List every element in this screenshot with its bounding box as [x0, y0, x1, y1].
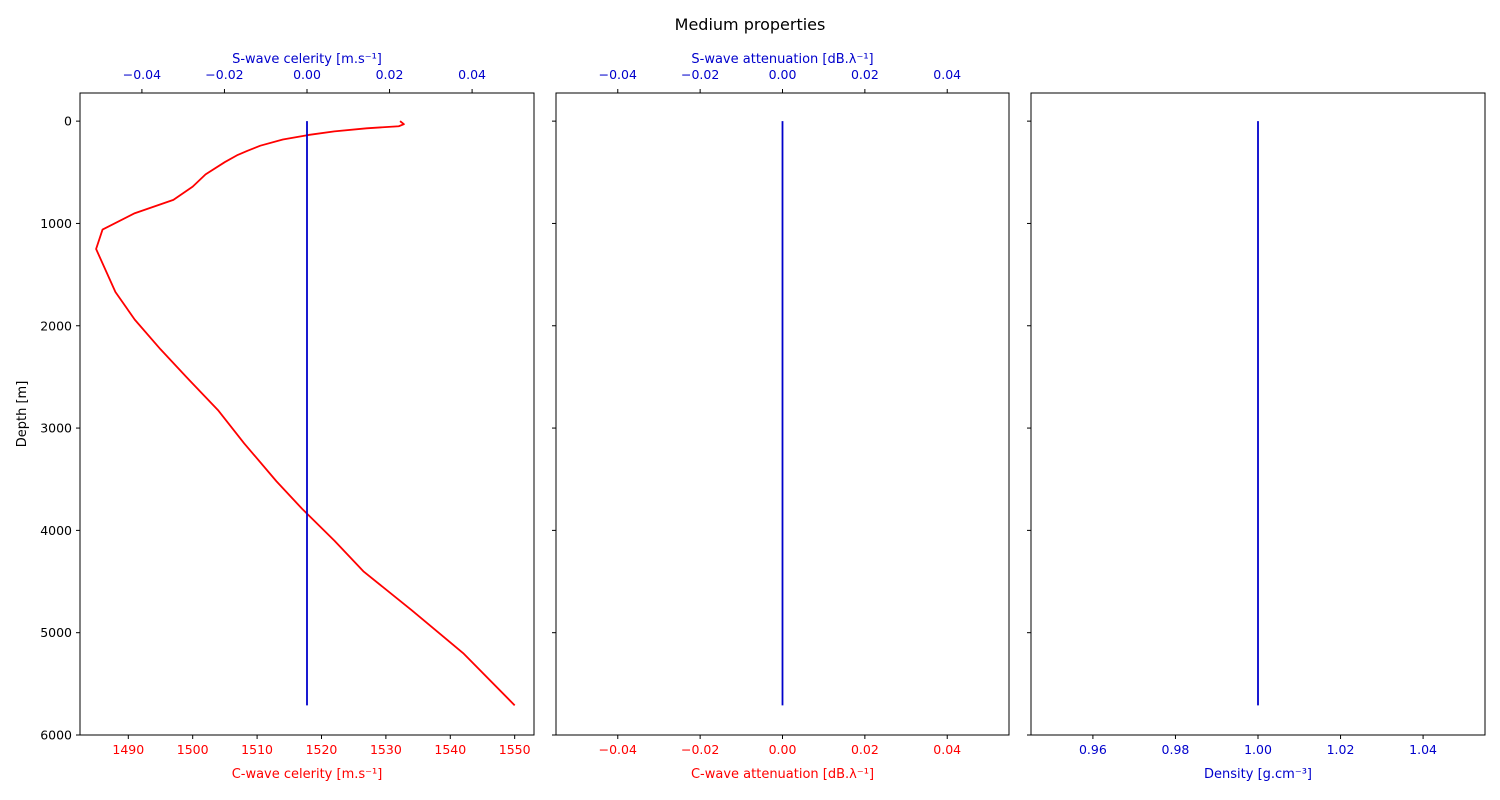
- x-bottom-tick-label: 1520: [306, 742, 338, 757]
- x-top-axis-label: S-wave attenuation [dB.λ⁻¹]: [691, 52, 873, 67]
- x-bottom-tick-label: 0.02: [851, 742, 879, 757]
- x-top-axis-label: S-wave celerity [m.s⁻¹]: [232, 52, 382, 67]
- x-top-tick-label: −0.04: [123, 67, 161, 82]
- x-bottom-tick-label: 0.04: [933, 742, 961, 757]
- x-bottom-tick-label: 1.04: [1409, 742, 1437, 757]
- y-axis-label: Depth [m]: [15, 381, 30, 448]
- y-tick-label: 3000: [40, 421, 72, 436]
- plots: 0 1000 2000 3000 4000 5000 6000 Depth [m] 1490 15…: [15, 52, 1486, 782]
- x-bottom-tick-label: 1.00: [1244, 742, 1272, 757]
- x-top-tick-label: −0.02: [205, 67, 243, 82]
- y-tick-label: 0: [64, 114, 72, 129]
- x-bottom-tick-label: 1500: [177, 742, 209, 757]
- x-bottom-tick-label: 1.02: [1327, 742, 1355, 757]
- x-top-tick-label: 0.04: [458, 67, 486, 82]
- x-bottom-tick-label: 0.96: [1079, 742, 1107, 757]
- y-tick-label: 1000: [40, 216, 72, 231]
- x-top-tick-label: −0.04: [599, 67, 637, 82]
- y-tick-label: 2000: [40, 318, 72, 333]
- x-bottom-tick-label: −0.04: [599, 742, 637, 757]
- figure-title: Medium properties: [675, 15, 826, 34]
- x-top-tick-label: 0.00: [769, 67, 797, 82]
- x-bottom-tick-label: 1540: [434, 742, 466, 757]
- x-top-tick-label: 0.04: [933, 67, 961, 82]
- panel-1: 0 1000 2000 3000 4000 5000 6000 Depth [m] 1490 15…: [15, 52, 535, 782]
- x-bottom-tick-label: 1510: [241, 742, 273, 757]
- x-bottom-tick-label: 1550: [499, 742, 531, 757]
- x-bottom-tick-label: 0.00: [769, 742, 797, 757]
- x-top-tick-label: −0.02: [681, 67, 719, 82]
- panel-2: −0.04 −0.02 0.00 0.02 0.04 C-wave attenuation…: [552, 52, 1010, 782]
- x-top-tick-label: 0.02: [851, 67, 879, 82]
- x-bottom-tick-label: 1490: [112, 742, 144, 757]
- x-bottom-axis-label: Density [g.cm⁻³]: [1204, 767, 1312, 782]
- y-tick-label: 4000: [40, 523, 72, 538]
- x-bottom-tick-label: −0.02: [681, 742, 719, 757]
- x-bottom-tick-label: 1530: [370, 742, 402, 757]
- y-tick-label: 5000: [40, 625, 72, 640]
- x-bottom-tick-label: 0.98: [1162, 742, 1190, 757]
- x-bottom-axis-label: C-wave attenuation [dB.λ⁻¹]: [691, 767, 874, 782]
- panel-3: 0.96 0.98 1.00 1.02 1.04 Density [g.cm⁻³]: [1027, 92, 1486, 782]
- y-tick-label: 6000: [40, 728, 72, 743]
- x-bottom-axis-label: C-wave celerity [m.s⁻¹]: [232, 767, 383, 782]
- x-top-tick-label: 0.02: [376, 67, 404, 82]
- x-top-tick-label: 0.00: [293, 67, 321, 82]
